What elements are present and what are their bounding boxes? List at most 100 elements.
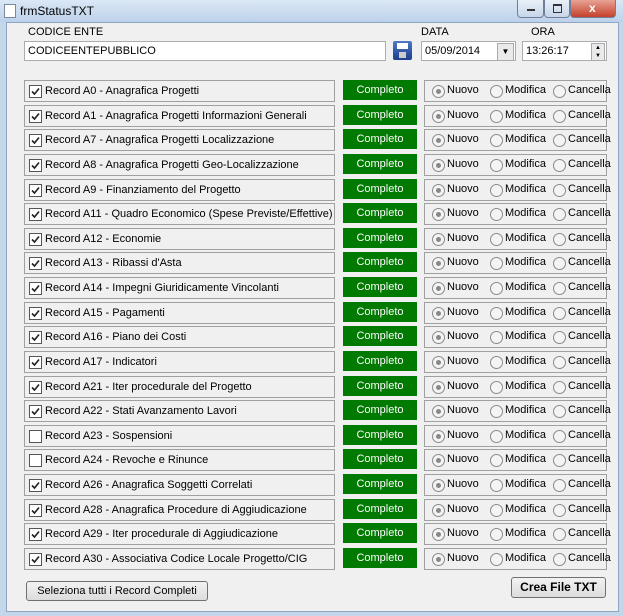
radio-button[interactable] [490, 405, 503, 419]
radio-button[interactable] [490, 355, 503, 369]
radio-button[interactable] [553, 380, 566, 394]
record-checkbox[interactable] [29, 552, 42, 566]
create-button[interactable]: Crea File TXT [511, 577, 606, 598]
radio-button[interactable] [432, 282, 445, 296]
select-all-button[interactable]: Seleziona tutti i Record Completi [26, 581, 208, 601]
radio-button[interactable] [553, 306, 566, 320]
radio-button[interactable] [490, 257, 503, 271]
radio-button[interactable] [490, 331, 503, 345]
radio-button[interactable] [432, 503, 445, 517]
radio-button[interactable] [553, 134, 566, 148]
minimize-button[interactable] [517, 0, 544, 18]
radio-button[interactable] [553, 183, 566, 197]
radio-button[interactable] [432, 109, 445, 123]
record-checkbox[interactable] [29, 355, 42, 369]
radio-button[interactable] [553, 528, 566, 542]
radio-label: Nuovo [447, 84, 479, 96]
record-checkbox[interactable] [29, 85, 42, 98]
radio-button[interactable] [553, 479, 566, 493]
time-spinner[interactable]: ▲ ▼ [591, 43, 605, 61]
radio-button[interactable] [490, 158, 503, 172]
record-checkbox[interactable] [29, 306, 42, 320]
record-checkbox[interactable] [29, 405, 42, 419]
record-checkbox[interactable] [29, 380, 42, 394]
radio-button[interactable] [432, 158, 445, 172]
radio-button[interactable] [490, 429, 503, 443]
radio-button[interactable] [490, 109, 503, 123]
radio-button[interactable] [490, 232, 503, 246]
record-checkbox[interactable] [29, 158, 42, 172]
radio-button[interactable] [553, 109, 566, 123]
record-checkbox[interactable] [29, 282, 42, 296]
record-checkbox[interactable] [29, 257, 42, 271]
record-row: Record A11 - Quadro Economico (Spese Pre… [24, 203, 335, 226]
record-checkbox[interactable] [29, 208, 42, 222]
record-checkbox[interactable] [29, 503, 42, 517]
radio-button[interactable] [553, 454, 566, 468]
radio-button[interactable] [553, 232, 566, 246]
radio-button[interactable] [432, 429, 445, 443]
date-dropdown[interactable]: ▼ [497, 43, 514, 61]
radio-button[interactable] [553, 257, 566, 271]
radio-button[interactable] [432, 355, 445, 369]
radio-button[interactable] [432, 479, 445, 493]
data-input[interactable]: 05/09/2014 ▼ [421, 41, 516, 61]
radio-button[interactable] [432, 331, 445, 345]
radio-button[interactable] [432, 306, 445, 320]
codice-input[interactable]: CODICEENTEPUBBLICO [24, 41, 386, 61]
record-checkbox[interactable] [29, 429, 42, 443]
radio-button[interactable] [553, 429, 566, 443]
radio-button[interactable] [553, 208, 566, 222]
radio-button[interactable] [553, 503, 566, 517]
radio-button[interactable] [490, 208, 503, 222]
radio-button[interactable] [432, 85, 445, 98]
radio-button[interactable] [432, 134, 445, 148]
record-checkbox[interactable] [29, 232, 42, 246]
radio-button[interactable] [553, 331, 566, 345]
radio-button[interactable] [432, 257, 445, 271]
window-title: frmStatusTXT [20, 4, 95, 18]
radio-button[interactable] [432, 380, 445, 394]
record-checkbox[interactable] [29, 331, 42, 345]
radio-button[interactable] [432, 183, 445, 197]
record-checkbox[interactable] [29, 528, 42, 542]
radio-label: Modifica [505, 379, 546, 392]
radio-button[interactable] [490, 134, 503, 148]
radio-button[interactable] [490, 503, 503, 517]
record-row: Record A13 - Ribassi d'Asta [24, 252, 335, 275]
radio-label: Nuovo [447, 231, 479, 244]
record-checkbox[interactable] [29, 479, 42, 493]
radio-button[interactable] [432, 552, 445, 566]
radio-button[interactable] [553, 405, 566, 419]
save-icon[interactable] [393, 41, 412, 60]
radio-button[interactable] [490, 282, 503, 296]
record-checkbox[interactable] [29, 109, 42, 123]
radio-button[interactable] [553, 552, 566, 566]
action-group: Nuovo Modifica Cancella [424, 153, 611, 176]
radio-button[interactable] [553, 85, 566, 98]
radio-button[interactable] [553, 282, 566, 296]
maximize-button[interactable] [544, 0, 570, 18]
radio-button[interactable] [432, 232, 445, 246]
radio-button[interactable] [490, 552, 503, 566]
radio-button[interactable] [432, 528, 445, 542]
radio-button[interactable] [432, 454, 445, 468]
radio-button[interactable] [490, 183, 503, 197]
radio-button[interactable] [553, 158, 566, 172]
radio-button[interactable] [490, 528, 503, 542]
radio-button[interactable] [490, 306, 503, 320]
radio-button[interactable] [432, 208, 445, 222]
radio-button[interactable] [490, 85, 503, 98]
record-checkbox[interactable] [29, 183, 42, 197]
close-button[interactable]: x [570, 0, 616, 18]
radio-button[interactable] [490, 380, 503, 394]
radio-button[interactable] [432, 405, 445, 419]
ora-input[interactable]: 13:26:17 ▲ ▼ [522, 41, 607, 61]
record-checkbox[interactable] [29, 454, 42, 468]
radio-button[interactable] [490, 454, 503, 468]
radio-button[interactable] [553, 355, 566, 369]
record-checkbox[interactable] [29, 134, 42, 148]
status-badge: Completo [343, 474, 417, 495]
action-group: Nuovo Modifica Cancella [424, 277, 611, 300]
radio-button[interactable] [490, 479, 503, 493]
